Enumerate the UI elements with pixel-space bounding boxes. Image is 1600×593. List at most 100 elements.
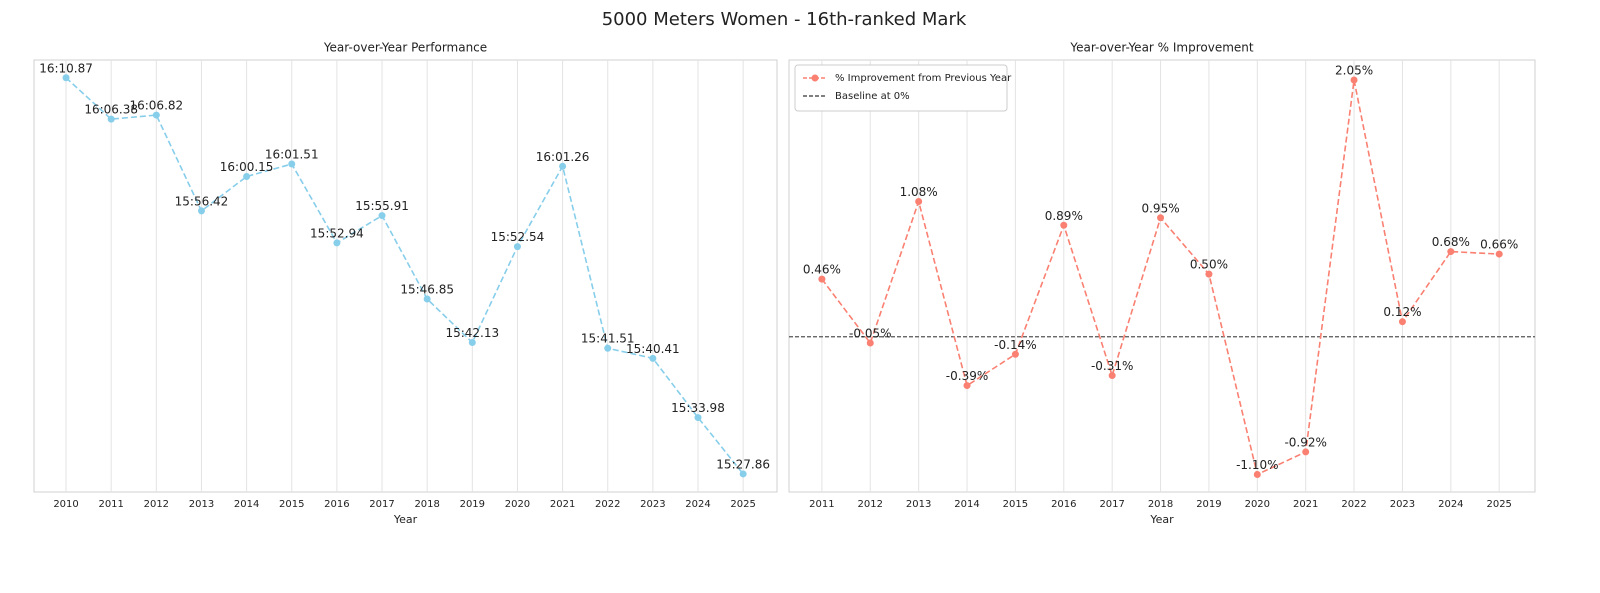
x-tick-label: 2014	[954, 499, 979, 510]
data-point	[1495, 250, 1503, 258]
plot-area	[788, 59, 1536, 493]
data-point	[288, 160, 296, 168]
data-label: -0.39%	[946, 369, 988, 383]
data-label: 15:52.94	[310, 226, 364, 240]
data-point	[963, 382, 971, 390]
x-tick-label: 2021	[1293, 499, 1318, 510]
x-tick-label: 2019	[460, 499, 485, 510]
x-tick-label: 2011	[98, 499, 123, 510]
data-label: 15:27.86	[716, 457, 770, 471]
data-point	[468, 339, 476, 347]
x-tick-label: 2017	[1099, 499, 1124, 510]
subplot-title: Year-over-Year Performance	[323, 41, 487, 55]
x-tick-label: 2012	[858, 499, 883, 510]
figure-title: 5000 Meters Women - 16th-ranked Mark	[602, 9, 967, 30]
data-point	[1157, 214, 1165, 222]
data-point	[1447, 248, 1455, 256]
data-point	[1302, 448, 1310, 456]
data-label: 16:06.38	[84, 103, 138, 117]
data-point	[694, 414, 702, 422]
data-point	[423, 295, 431, 303]
x-tick-label: 2022	[1341, 499, 1366, 510]
x-tick-label: 2015	[279, 499, 304, 510]
data-point	[915, 197, 923, 205]
x-tick-label: 2014	[234, 499, 259, 510]
data-label: 16:00.15	[220, 160, 274, 174]
data-label: 15:41.51	[581, 332, 635, 346]
x-tick-label: 2012	[144, 499, 169, 510]
data-label: 15:46.85	[400, 283, 454, 297]
data-label: -1.10%	[1236, 458, 1278, 472]
x-tick-label: 2013	[189, 499, 214, 510]
data-point	[1011, 350, 1019, 358]
data-point	[107, 115, 115, 123]
x-tick-label: 2024	[685, 499, 710, 510]
x-tick-label: 2016	[1051, 499, 1076, 510]
data-point	[1253, 470, 1261, 478]
series-line	[65, 77, 744, 475]
data-point	[243, 173, 251, 181]
data-point	[559, 162, 567, 170]
data-label: 2.05%	[1335, 64, 1373, 78]
data-label: 0.46%	[803, 263, 841, 277]
data-label: 16:10.87	[39, 61, 93, 75]
x-tick-label: 2013	[906, 499, 931, 510]
data-point	[1350, 76, 1358, 84]
x-tick-label: 2022	[595, 499, 620, 510]
x-tick-label: 2018	[414, 499, 439, 510]
data-label: -0.14%	[994, 338, 1036, 352]
data-label: 15:56.42	[175, 194, 229, 208]
data-label: 1.08%	[900, 185, 938, 199]
subplot-title: Year-over-Year % Improvement	[1069, 41, 1254, 55]
data-point	[866, 339, 874, 347]
x-tick-label: 2020	[505, 499, 530, 510]
data-label: 0.95%	[1141, 201, 1179, 215]
x-tick-label: 2010	[53, 499, 78, 510]
data-point	[604, 344, 612, 352]
x-tick-label: 2025	[1486, 499, 1511, 510]
data-point	[197, 207, 205, 215]
x-tick-label: 2018	[1148, 499, 1173, 510]
data-label: 0.68%	[1432, 235, 1470, 249]
data-label: 15:52.54	[491, 230, 545, 244]
data-label: -0.05%	[849, 326, 891, 340]
data-label: 0.50%	[1190, 258, 1228, 272]
data-point	[1060, 221, 1068, 229]
x-tick-label: 2025	[730, 499, 755, 510]
data-label: 15:33.98	[671, 401, 725, 415]
data-point	[152, 111, 160, 119]
data-point	[378, 212, 386, 220]
data-label: 15:42.13	[445, 326, 499, 340]
data-point	[513, 243, 521, 251]
data-point	[333, 239, 341, 247]
x-tick-label: 2024	[1438, 499, 1463, 510]
x-tick-label: 2019	[1196, 499, 1221, 510]
data-point	[1108, 372, 1116, 380]
x-tick-label: 2023	[640, 499, 665, 510]
x-tick-label: 2017	[369, 499, 394, 510]
legend-marker	[811, 74, 819, 82]
x-tick-label: 2023	[1390, 499, 1415, 510]
data-label: 0.89%	[1045, 209, 1083, 223]
data-label: -0.92%	[1284, 435, 1326, 449]
data-label: 15:55.91	[355, 199, 409, 213]
data-point	[1398, 318, 1406, 326]
x-tick-label: 2011	[809, 499, 834, 510]
legend-box	[794, 64, 1008, 112]
x-tick-label: 2016	[324, 499, 349, 510]
data-point	[1205, 270, 1213, 278]
data-label: 16:01.26	[536, 150, 590, 164]
data-label: 0.12%	[1383, 305, 1421, 319]
x-axis-label: Year	[1149, 513, 1174, 526]
data-label: 0.66%	[1480, 238, 1518, 252]
legend-label: Baseline at 0%	[835, 91, 910, 102]
data-label: 15:40.41	[626, 342, 680, 356]
data-label: 16:06.82	[129, 99, 183, 113]
data-point	[739, 470, 747, 478]
data-point	[818, 275, 826, 283]
x-tick-label: 2020	[1245, 499, 1270, 510]
x-axis-label: Year	[393, 513, 418, 526]
data-label: 16:01.51	[265, 147, 319, 161]
legend-label: % Improvement from Previous Year	[835, 73, 1012, 84]
